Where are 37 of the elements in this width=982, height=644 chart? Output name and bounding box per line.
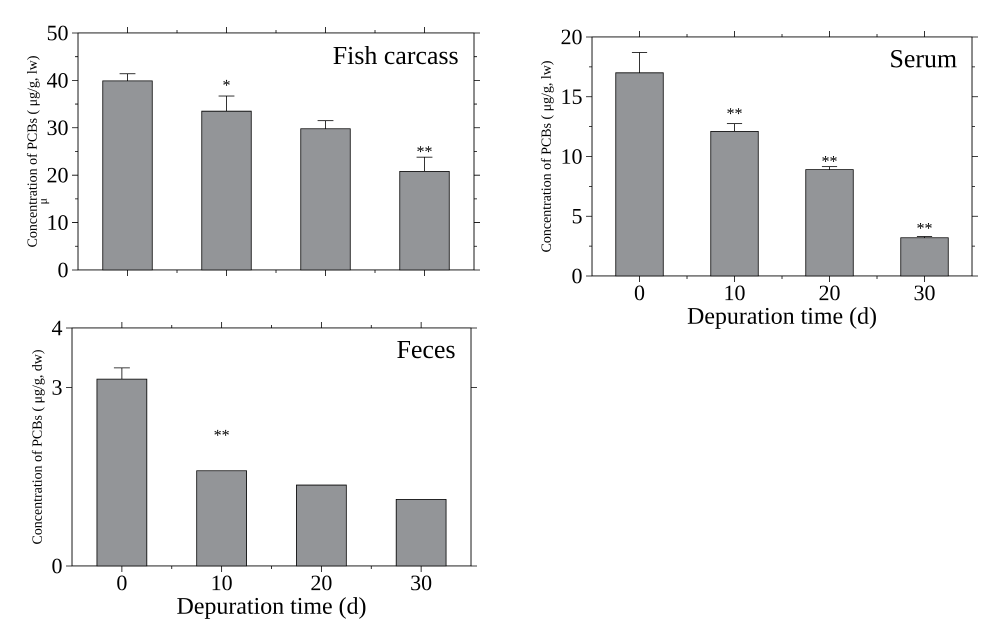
x-tick-label: 10: [212, 576, 232, 590]
annotation: **: [417, 146, 432, 152]
y-tick-label: 10: [48, 215, 68, 230]
x-tick-label: 30: [411, 576, 432, 590]
y-tick-label: 15: [562, 89, 582, 104]
x-tick-label: 0: [634, 286, 644, 300]
x-axis-title: Depuration time (d): [177, 597, 366, 619]
y-axis-title: Concentration of PCBs ( μg/g, lw): [26, 56, 40, 247]
y-tick-label: 5: [572, 208, 582, 224]
y-tick-label: 0: [52, 558, 62, 574]
y-tick-label: 30: [48, 120, 68, 136]
y-tick-label: 50: [48, 26, 68, 40]
y-axis-title: Concentration of PCBs ( μg/g, lw): [540, 61, 554, 252]
y-tick-label: 0: [58, 262, 68, 278]
y-tick-label: 10: [562, 149, 582, 164]
annotation: **: [917, 222, 932, 229]
y-axis-title: Concentration of PCBs ( μg/g, dw): [32, 350, 45, 544]
y-tick-label: 3: [52, 380, 62, 395]
chart-title: Serum: [891, 50, 957, 68]
x-tick-label: 30: [914, 286, 935, 300]
y-tick-label: 0: [572, 268, 582, 284]
chart-title: Feces: [397, 341, 455, 358]
annotation: **: [822, 156, 837, 162]
y-tick-label: 40: [46, 72, 68, 88]
x-tick-label: 20: [820, 286, 840, 300]
x-tick-label: 10: [725, 286, 745, 300]
y-tick-label: 20: [48, 168, 68, 183]
annotation: **: [214, 430, 229, 436]
x-axis-title: Depuration time (d): [688, 307, 876, 329]
annotation: *: [223, 80, 230, 86]
x-tick-label: 20: [311, 576, 332, 590]
y-tick-label: 4: [52, 320, 62, 336]
x-tick-label: 0: [117, 576, 127, 590]
y-tick-label: 20: [562, 30, 582, 44]
chart-title: Fish carcass: [333, 46, 458, 64]
annotation: **: [727, 108, 742, 114]
text: μ: [41, 198, 50, 204]
